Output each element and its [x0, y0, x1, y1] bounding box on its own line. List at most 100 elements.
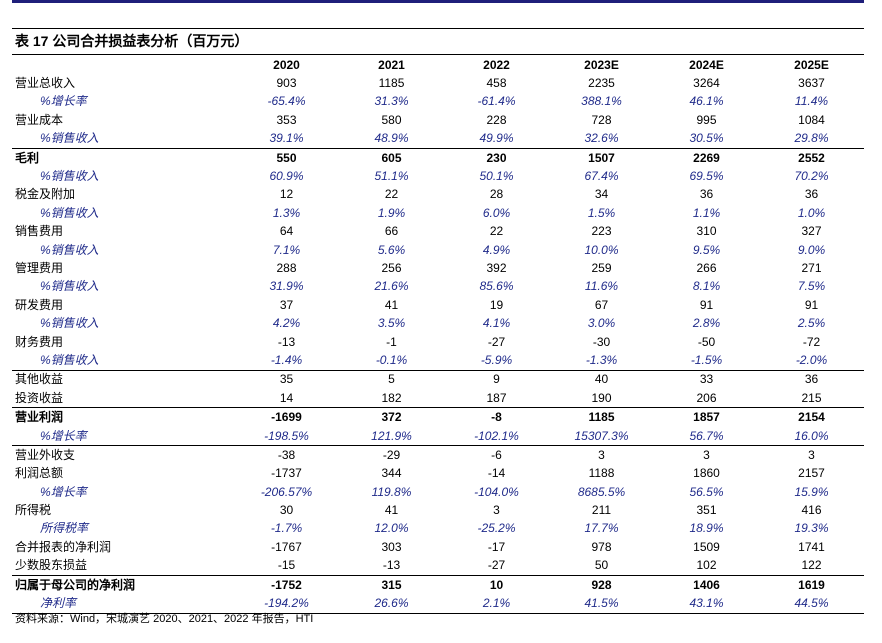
row-value: 1857 [654, 407, 759, 427]
table-body: 营业总收入 903 1185 458 2235 3264 3637 %增长率 -65.4% 31.… [12, 74, 864, 614]
row-value: -1.5% [690, 352, 723, 367]
row-value: 41 [384, 503, 399, 518]
row-value: -6 [444, 445, 549, 465]
row-value: -72 [802, 334, 821, 349]
table-row: 利润总额 -1737 344 -14 1188 1860 2157 [12, 465, 864, 483]
row-value: -194.2% [234, 594, 339, 614]
row-value: 2269 [654, 147, 759, 168]
row-value: 56.7% [689, 428, 724, 443]
row-label: 合并报表的净利润 [15, 539, 112, 554]
row-value: 3 [654, 445, 759, 465]
row-value: 1.9% [377, 205, 406, 220]
row-value: 1.1% [692, 205, 721, 220]
row-value: 15.9% [794, 484, 829, 499]
row-value: 7.5% [797, 279, 826, 294]
row-value: -1.4% [270, 352, 303, 367]
row-value: 8.1% [692, 279, 721, 294]
row-value: 1185 [549, 407, 654, 427]
header-row: 2020 2021 2022 2023E 2024E 2025E [12, 56, 864, 74]
row-label: 研发费用 [15, 297, 64, 312]
row-value: 2.8% [692, 316, 721, 331]
table-row: 其他收益 35 5 9 40 33 36 [12, 369, 864, 390]
row-value: 31.9% [269, 279, 304, 294]
row-value: 392 [486, 260, 507, 275]
source-note: 资料来源：Wind，宋城演艺 2020、2021、2022 年报告，HTI [15, 613, 314, 625]
row-value: 5 [339, 369, 444, 390]
row-value: -0.1% [375, 352, 408, 367]
table-row: 研发费用 37 41 19 67 91 91 [12, 296, 864, 314]
row-value: 928 [549, 574, 654, 595]
row-value: 388.1% [581, 94, 622, 109]
row-value: -1699 [234, 407, 339, 427]
row-value: 3.5% [377, 316, 406, 331]
header-cell-2023e: 2023E [584, 57, 619, 72]
row-value: 327 [801, 224, 822, 239]
row-value: 119.8% [371, 484, 412, 499]
row-value: 4.1% [482, 316, 511, 331]
row-value: 91 [699, 297, 714, 312]
table-row: 毛利 550 605 230 1507 2269 2552 [12, 147, 864, 168]
row-value: 2.5% [797, 316, 826, 331]
row-label: %增长率 [40, 484, 87, 499]
row-value: 458 [486, 76, 507, 91]
row-value: -27 [487, 334, 506, 349]
row-label: %销售收入 [40, 316, 99, 331]
row-value: 3.0% [587, 316, 616, 331]
row-value: 995 [696, 112, 717, 127]
row-value: 66 [384, 224, 399, 239]
row-value: 206 [696, 390, 717, 405]
table-row: 营业总收入 903 1185 458 2235 3264 3637 [12, 74, 864, 92]
row-value: 353 [276, 112, 297, 127]
header-cell-label [12, 56, 234, 74]
row-value: 22 [489, 224, 504, 239]
row-value: 30.5% [689, 131, 724, 146]
row-label: 利润总额 [15, 466, 64, 481]
row-value: 64 [279, 224, 294, 239]
row-label: 其他收益 [12, 369, 234, 390]
row-value: -1752 [234, 574, 339, 595]
row-value: 5.6% [377, 242, 406, 257]
table-row: 合并报表的净利润 -1767 303 -17 978 1509 1741 [12, 538, 864, 556]
table-row: 净利率 -194.2% 26.6% 2.1% 41.5% 43.1% 44.5% [12, 594, 864, 614]
table-row: 管理费用 288 256 392 259 266 271 [12, 259, 864, 277]
row-value: 1619 [759, 574, 864, 595]
row-value: 1084 [798, 112, 825, 127]
row-value: 46.1% [689, 94, 724, 109]
row-value: 12.0% [374, 521, 409, 536]
row-value: 11.6% [584, 279, 619, 294]
row-value: 49.9% [479, 131, 514, 146]
row-value: -5.9% [480, 352, 513, 367]
row-value: 6.0% [482, 205, 511, 220]
row-value: 39.1% [269, 131, 304, 146]
row-value: 2157 [798, 466, 825, 481]
row-value: 7.1% [272, 242, 301, 257]
row-value: -1 [386, 334, 397, 349]
row-value: 1406 [654, 574, 759, 595]
row-value: 230 [444, 147, 549, 168]
row-value: -2.0% [795, 352, 828, 367]
table-row: %销售收入 4.2% 3.5% 4.1% 3.0% 2.8% 2.5% [12, 314, 864, 332]
row-value: 2154 [759, 407, 864, 427]
row-value: -25.2% [477, 521, 516, 536]
row-value: 416 [801, 503, 822, 518]
row-label: 毛利 [12, 147, 234, 168]
row-value: -15 [277, 558, 296, 573]
row-value: 288 [276, 260, 297, 275]
row-value: -104.0% [474, 484, 519, 499]
row-value: 33 [654, 369, 759, 390]
row-value: 9.0% [797, 242, 826, 257]
row-value: -27 [487, 558, 506, 573]
row-value: 16.0% [794, 428, 829, 443]
row-value: 67 [594, 297, 609, 312]
row-value: 21.6% [374, 279, 409, 294]
table-row: %增长率 -198.5% 121.9% -102.1% 15307.3% 56.7% 16.… [12, 427, 864, 446]
row-value: 9 [444, 369, 549, 390]
row-value: -38 [234, 445, 339, 465]
row-value: -1.3% [585, 352, 618, 367]
header-cell-2025e: 2025E [794, 57, 829, 72]
row-label: %增长率 [40, 428, 87, 443]
row-value: -206.57% [260, 484, 313, 499]
row-value: 60.9% [269, 169, 304, 184]
table-row: %销售收入 7.1% 5.6% 4.9% 10.0% 9.5% 9.0% [12, 241, 864, 259]
row-value: 36 [699, 187, 714, 202]
